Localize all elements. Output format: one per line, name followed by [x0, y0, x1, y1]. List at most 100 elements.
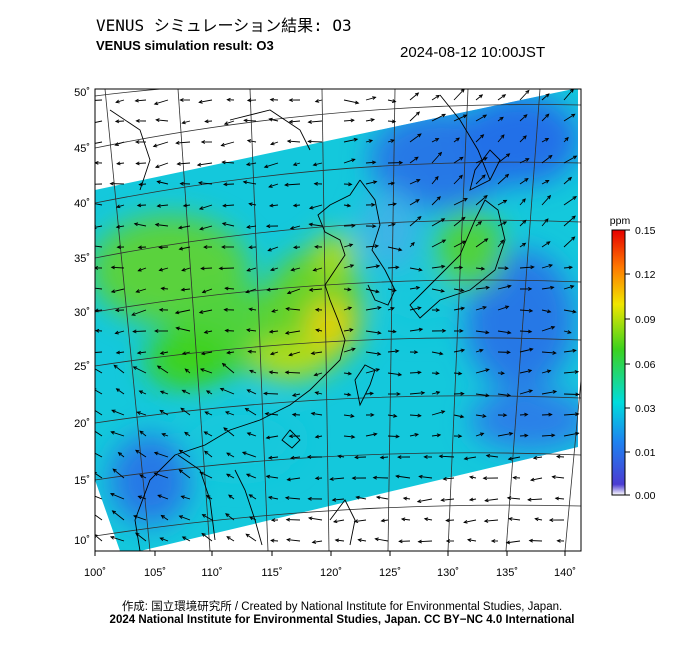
wind-arrowhead	[417, 216, 422, 221]
wind-arrow	[475, 349, 483, 353]
wind-arrowhead	[391, 222, 397, 227]
wind-arrowhead	[307, 516, 313, 521]
wind-arrowhead	[265, 435, 271, 440]
wind-arrowhead	[459, 328, 464, 333]
wind-arrow	[424, 518, 433, 521]
wind-arrow	[497, 153, 510, 164]
lat-tick-35: 35˚	[74, 253, 90, 265]
wind-arrowhead	[417, 370, 422, 375]
wind-arrowhead	[350, 434, 356, 439]
wind-arrow	[409, 267, 422, 271]
wind-arrowhead	[312, 267, 317, 272]
wind-arrow	[409, 111, 420, 122]
map-frame	[94, 88, 582, 552]
wind-arrowhead	[460, 306, 466, 311]
wind-arrow	[226, 536, 235, 542]
wind-arrowhead	[460, 288, 465, 293]
wind-arrowhead	[245, 533, 250, 538]
wind-arrow	[343, 329, 353, 332]
wind-arrowhead	[438, 151, 443, 157]
wind-arrow	[176, 141, 191, 144]
wind-arrowhead	[111, 510, 117, 515]
wind-arrow	[117, 162, 125, 165]
wind-arrowhead	[114, 330, 119, 335]
wind-arrowhead	[181, 536, 187, 541]
colorbar-label-0.15: 0.15	[635, 225, 656, 237]
wind-arrowhead	[329, 477, 334, 481]
wind-arrow	[265, 413, 279, 416]
wind-arrowhead	[481, 174, 486, 179]
wind-arrowhead	[372, 224, 377, 229]
lon-tick-115: 115˚	[261, 567, 282, 579]
wind-arrow	[475, 414, 486, 417]
wind-arrow	[309, 223, 323, 227]
wind-arrowhead	[95, 265, 99, 270]
wind-arrow	[563, 330, 571, 334]
wind-arrow	[453, 198, 468, 206]
wind-arrowhead	[460, 391, 465, 396]
wind-arrowhead	[201, 514, 207, 518]
wind-arrowhead	[417, 133, 422, 138]
wind-arrowhead	[527, 286, 533, 291]
wind-arrowhead	[264, 411, 269, 416]
wind-arrowhead	[219, 387, 225, 392]
wind-arrowhead	[180, 287, 185, 292]
wind-arrowhead	[463, 456, 469, 461]
wind-arrow	[343, 119, 354, 122]
wind-arrow	[563, 177, 572, 185]
wind-arrowhead	[379, 455, 385, 460]
wind-arrow	[431, 218, 445, 227]
wind-arrowhead	[571, 215, 576, 220]
wind-arrowhead	[263, 391, 268, 396]
wind-arrowhead	[347, 287, 352, 292]
wind-arrowhead	[139, 474, 144, 479]
wind-arrowhead	[575, 412, 580, 417]
wind-arrow	[387, 99, 396, 103]
wind-arrow	[563, 196, 577, 206]
colorbar-unit: ppm	[610, 215, 631, 227]
wind-arrowhead	[369, 391, 375, 396]
wind-arrowhead	[523, 114, 528, 119]
wind-arrow	[343, 348, 356, 353]
wind-arrow	[343, 158, 355, 164]
wind-arrowhead	[220, 142, 225, 147]
wind-arrowhead	[455, 137, 460, 142]
wind-arrowhead	[371, 160, 377, 165]
wind-arrow	[387, 266, 399, 269]
wind-arrowhead	[153, 451, 159, 456]
wind-arrowhead	[268, 370, 274, 375]
wind-arrowhead	[313, 372, 318, 377]
wind-arrowhead	[137, 267, 142, 272]
wind-arrowhead	[575, 392, 580, 397]
lat-tick-25: 25˚	[74, 361, 90, 373]
wind-arrow	[563, 432, 579, 437]
wind-arrow	[528, 498, 543, 501]
wind-arrowhead	[226, 350, 231, 355]
wind-arrowhead	[371, 202, 376, 207]
wind-arrowhead	[507, 517, 513, 521]
wind-arrowhead	[292, 162, 298, 166]
wind-arrowhead	[400, 517, 406, 522]
wind-arrowhead	[397, 372, 403, 377]
wind-arrowhead	[415, 199, 420, 203]
wind-arrowhead	[375, 289, 380, 294]
wind-arrowhead	[485, 368, 490, 373]
wind-arrow	[95, 141, 103, 144]
wind-arrowhead	[221, 160, 226, 165]
wind-arrow	[333, 519, 345, 523]
wind-arrowhead	[155, 118, 160, 122]
wind-arrowhead	[544, 218, 549, 223]
wind-arrow	[220, 388, 235, 395]
wind-arrowhead	[418, 327, 424, 332]
wind-arrow	[201, 533, 213, 542]
wind-arrow	[365, 119, 375, 122]
wind-arrowhead	[435, 94, 441, 99]
wind-arrow	[464, 456, 477, 460]
wind-arrowhead	[136, 411, 141, 415]
wind-arrow	[541, 286, 554, 290]
lon-tick-100: 100˚	[84, 567, 106, 579]
wind-arrowhead	[564, 136, 569, 142]
wind-arrowhead	[552, 389, 558, 394]
wind-arrowhead	[548, 264, 553, 268]
wind-arrowhead	[525, 89, 530, 94]
